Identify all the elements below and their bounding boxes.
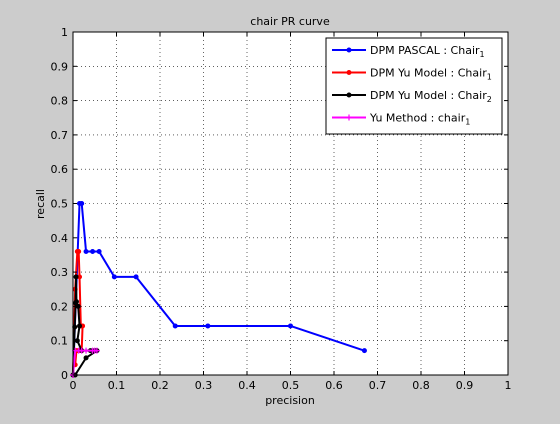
x-tick-label: 0.4: [238, 379, 256, 392]
y-tick-label: 0.9: [51, 60, 69, 73]
y-tick-label: 0.2: [51, 300, 69, 313]
data-point: [205, 323, 211, 329]
legend-label: Yu Method : chair1: [369, 112, 470, 127]
x-axis-label: precision: [265, 394, 315, 407]
legend-label: DPM PASCAL : Chair1: [370, 44, 485, 59]
series-1: [70, 201, 367, 378]
legend-item-1: DPM PASCAL : Chair1: [332, 44, 485, 59]
data-point: [172, 323, 178, 329]
y-tick-label: 0.6: [51, 163, 69, 176]
data-point: [77, 323, 83, 329]
legend-marker: [346, 47, 352, 53]
x-tick-label: 0.9: [456, 379, 474, 392]
legend-subscript: 1: [480, 50, 485, 59]
x-tick-label: 0.2: [151, 379, 169, 392]
x-tick-label: 0.3: [195, 379, 213, 392]
data-point: [111, 274, 117, 280]
legend: DPM PASCAL : Chair1 DPM Yu Model : Chair1…: [325, 37, 503, 135]
legend-label: DPM Yu Model : Chair2: [370, 89, 492, 104]
data-point: [79, 201, 85, 206]
data-point: [90, 249, 96, 255]
legend-marker: [346, 70, 352, 75]
legend-marker: [346, 92, 352, 98]
legend-item-4: Yu Method : chair1: [332, 112, 470, 127]
data-point: [76, 249, 82, 255]
x-tick-label: 0.6: [325, 379, 343, 392]
legend-label: DPM Yu Model : Chair1: [370, 67, 492, 82]
y-tick-label: 0.8: [51, 95, 69, 108]
y-tick-label: 0.4: [51, 232, 69, 245]
legend-item-3: DPM Yu Model : Chair2: [332, 89, 492, 104]
legend-subscript: 1: [487, 73, 492, 82]
y-tick-label: 0.3: [51, 266, 69, 279]
x-tick-label: 0.5: [282, 379, 300, 392]
y-axis-label: recall: [34, 189, 47, 219]
x-tick-label: 0: [70, 379, 77, 392]
axis-ticks: 0 0.1 0.2 0.3 0.4 0.5 0.6 0.7 0.8 0.9 1 0 0.1 0.2 0.3 0…: [51, 26, 512, 392]
data-point: [288, 323, 293, 329]
data-point: [133, 274, 139, 280]
legend-item-2: DPM Yu Model : Chair1: [332, 67, 492, 82]
x-tick-label: 1: [505, 379, 512, 392]
x-tick-label: 0.8: [412, 379, 430, 392]
data-point: [83, 355, 89, 361]
x-tick-label: 0.1: [108, 379, 126, 392]
chart-title: chair PR curve: [250, 15, 330, 28]
y-tick-label: 1: [61, 26, 68, 39]
legend-marker: [346, 114, 352, 121]
grid-lines: [73, 32, 508, 375]
legend-subscript: 2: [487, 95, 492, 104]
data-point: [73, 299, 79, 305]
data-point: [83, 347, 90, 354]
data-point: [73, 274, 79, 280]
y-tick-label: 0: [61, 369, 68, 382]
data-point: [93, 347, 100, 354]
y-tick-label: 0.1: [51, 335, 69, 348]
data-point: [83, 249, 89, 255]
data-point: [361, 348, 367, 354]
y-tick-label: 0.7: [51, 129, 69, 142]
x-tick-label: 0.7: [369, 379, 387, 392]
y-tick-label: 0.5: [51, 198, 69, 211]
data-point: [96, 249, 102, 255]
legend-subscript: 1: [465, 118, 470, 127]
